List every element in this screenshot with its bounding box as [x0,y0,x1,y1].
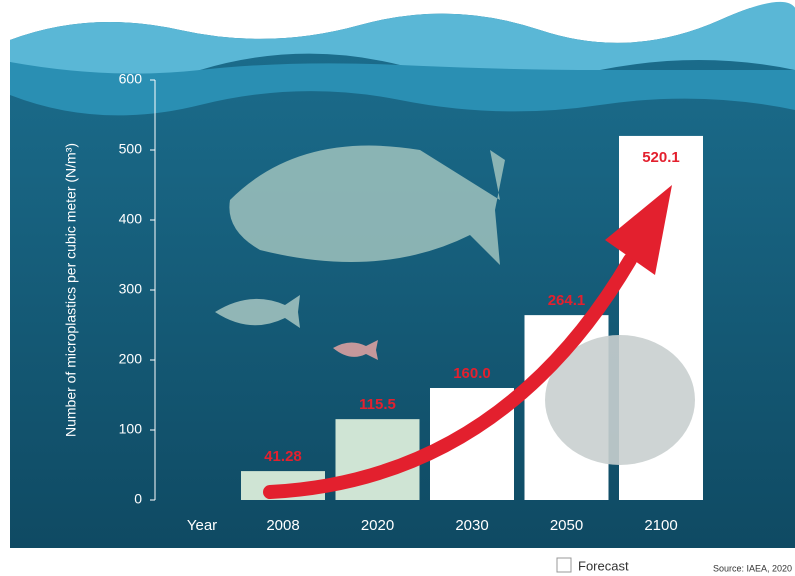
y-tick-label: 200 [119,351,143,367]
x-tick-label: 2050 [550,517,583,534]
source: Source: IAEA, 2020 [713,563,792,573]
wave [10,62,795,116]
y-tick-label: 300 [119,281,143,297]
x-tick-label: 2030 [455,517,488,534]
value-label: 264.1 [548,292,586,309]
plastic-pile-illustration [545,335,695,465]
x-tick-label: 2020 [361,517,394,534]
y-tick-label: 0 [134,491,142,507]
y-tick-label: 400 [119,211,143,227]
value-label: 160.0 [453,365,491,382]
value-label: 115.5 [359,396,396,413]
y-tick-label: 600 [119,71,143,87]
y-tick-label: 500 [119,141,143,157]
value-label: 41.28 [264,448,302,465]
value-label: 520.1 [642,149,680,166]
legend-swatch [556,557,572,573]
trend-arrow-head [605,185,672,275]
y-axis-label: Number of microplastics per cubic meter … [63,143,79,437]
fish-illustration [215,295,300,328]
x-tick-label: 2100 [644,517,677,534]
sky [10,1,795,43]
y-tick-label: 100 [119,421,143,437]
legend-label: Forecast [578,558,629,573]
wave [10,1,795,84]
trend-arrow [263,253,637,499]
x-tick-label: 2008 [266,517,299,534]
fish-illustration [229,145,505,265]
x-axis-label: Year [187,517,217,534]
fish-illustration [333,340,378,360]
